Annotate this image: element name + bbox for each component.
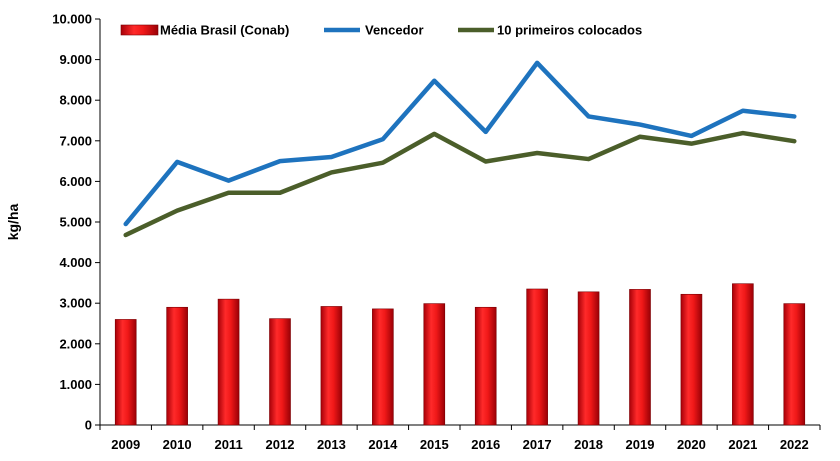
y-tick-label: 1.000	[59, 377, 92, 392]
bar	[217, 298, 240, 426]
x-tick-label: 2020	[677, 437, 706, 452]
x-tick-label: 2014	[368, 437, 398, 452]
legend-label: Média Brasil (Conab)	[160, 23, 289, 38]
bar	[629, 289, 651, 426]
x-tick-label: 2018	[574, 437, 603, 452]
bar	[577, 291, 600, 426]
series-line	[123, 130, 797, 238]
line-series	[123, 60, 797, 238]
x-tick-label: 2011	[214, 437, 242, 452]
axis-labels: 0 1.000 2.000 3.000 4.000 5.000 6.000 7.000 8.00…	[5, 12, 809, 453]
bar	[320, 306, 343, 426]
bar	[166, 306, 188, 426]
x-tick-label: 2010	[163, 437, 192, 452]
legend: Média Brasil (Conab) Vencedor 10 primeiros…	[120, 23, 642, 38]
bar-series	[114, 283, 806, 426]
y-axis-title: kg/ha	[5, 204, 21, 241]
bar	[732, 283, 754, 426]
bar	[474, 306, 497, 426]
x-tick-label: 2012	[266, 437, 295, 452]
bar	[680, 293, 703, 426]
y-tick-label: 10.000	[52, 12, 92, 27]
y-tick-label: 5.000	[59, 215, 92, 230]
x-tick-label: 2022	[780, 437, 809, 452]
y-tick-label: 9.000	[59, 52, 92, 67]
bar	[269, 318, 291, 426]
legend-swatch	[120, 24, 159, 36]
x-tick-label: 2016	[471, 437, 500, 452]
legend-label: Vencedor	[365, 23, 424, 38]
bar	[526, 288, 548, 426]
y-tick-label: 4.000	[59, 255, 92, 270]
y-tick-label: 6.000	[59, 174, 92, 189]
bar	[783, 303, 806, 426]
y-tick-label: 3.000	[59, 296, 92, 311]
legend-label: 10 primeiros colocados	[497, 23, 642, 38]
y-tick-label: 8.000	[59, 93, 92, 108]
y-tick-label: 7.000	[59, 133, 92, 148]
x-tick-label: 2009	[111, 437, 140, 452]
bar	[114, 319, 137, 426]
x-tick-label: 2015	[420, 437, 449, 452]
axes	[95, 18, 821, 430]
x-tick-label: 2017	[523, 437, 552, 452]
x-tick-label: 2019	[626, 437, 655, 452]
y-tick-label: 2.000	[59, 336, 92, 351]
bar	[423, 303, 446, 426]
x-tick-label: 2021	[728, 437, 757, 452]
series-line	[123, 60, 797, 227]
x-tick-label: 2013	[317, 437, 346, 452]
bar	[372, 308, 394, 426]
y-tick-label: 0	[85, 418, 92, 433]
